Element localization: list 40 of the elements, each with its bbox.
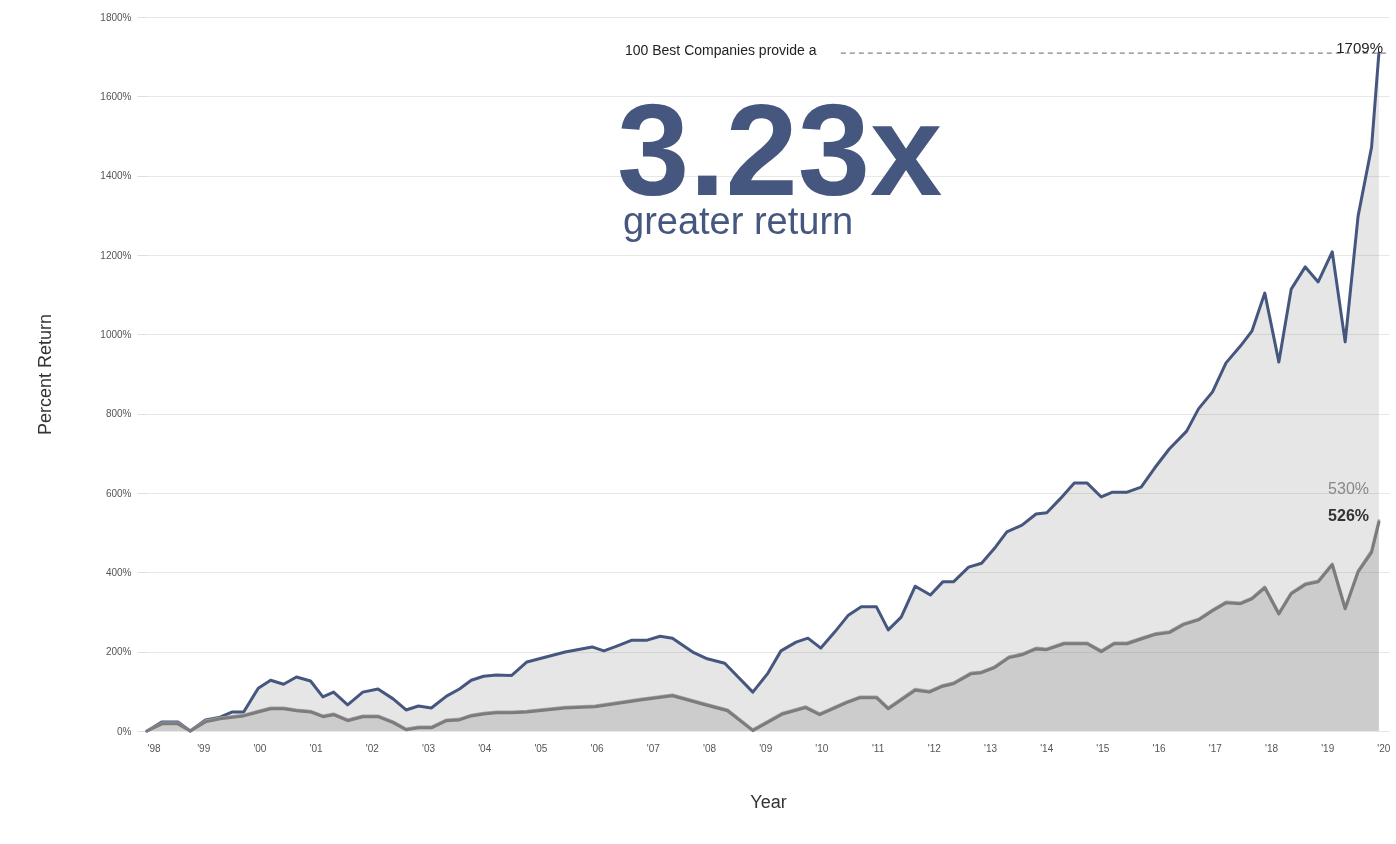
x-tick-label: '09 (759, 742, 773, 754)
x-tick-label: '10 (815, 742, 829, 754)
x-axis-title: Year (750, 791, 787, 812)
x-tick-label: '13 (983, 742, 998, 754)
x-tick-label: '19 (1321, 742, 1335, 754)
y-tick-label: 800% (105, 408, 132, 420)
x-tick-label: '05 (534, 742, 548, 754)
ref-line-label: 100 Best Companies provide a (625, 42, 817, 59)
y-tick-label: 1800% (100, 11, 132, 23)
y-tick-label: 0% (117, 725, 132, 737)
x-tick-label: '20 (1377, 742, 1391, 754)
x-tick-label: '08 (702, 742, 717, 754)
y-tick-label: 200% (105, 646, 132, 658)
x-tick-label: '07 (646, 742, 661, 754)
y-tick-label: 1400% (100, 170, 132, 182)
x-tick-label: '17 (1208, 742, 1223, 754)
y-tick-label: 1000% (100, 328, 132, 340)
x-tick-label: '16 (1152, 742, 1167, 754)
x-tick-label: '01 (309, 742, 324, 754)
annotation: 1709% (1336, 39, 1383, 56)
y-tick-label: 1600% (100, 90, 132, 102)
x-tick-label: '18 (1264, 742, 1279, 754)
x-tick-label: '15 (1096, 742, 1110, 754)
x-tick-label: '12 (927, 742, 942, 754)
annotation: greater return (623, 200, 854, 242)
x-tick-label: '03 (421, 742, 436, 754)
x-tick-label: '06 (590, 742, 605, 754)
y-tick-label: 400% (105, 566, 132, 578)
x-tick-label: '14 (1040, 742, 1054, 754)
y-axis-title: Percent Return (35, 313, 56, 436)
x-tick-label: '11 (871, 742, 885, 754)
x-tick-label: '98 (147, 742, 161, 754)
x-tick-label: '99 (197, 742, 211, 754)
annotation: 526% (1328, 507, 1369, 524)
x-tick-label: '04 (478, 742, 492, 754)
x-tick-label: '02 (365, 742, 380, 754)
y-tick-label: 600% (105, 487, 132, 499)
annotation: 530% (1328, 480, 1369, 497)
y-tick-label: 1200% (100, 249, 132, 261)
x-tick-label: '00 (253, 742, 267, 754)
